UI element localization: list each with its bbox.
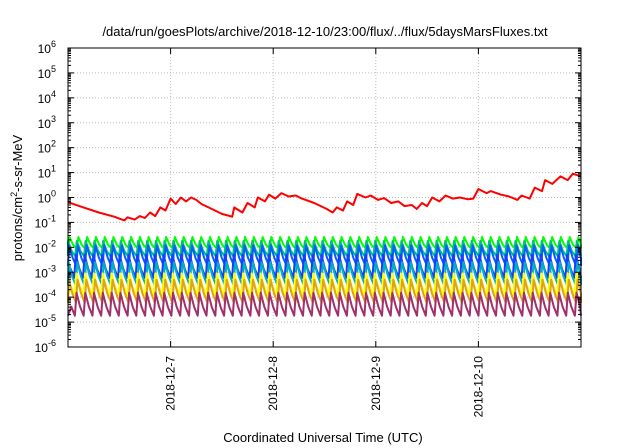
y-tick-label: 10-5: [35, 313, 56, 330]
y-tick-label-base: 10: [38, 192, 52, 206]
x-tick-label: 2018-12-8: [266, 356, 280, 411]
series-line-8: [67, 278, 582, 304]
series-layer: [67, 172, 582, 317]
series-line-1: [67, 172, 582, 222]
y-axis-label: protons/cm2-s-sr-MeV: [9, 134, 25, 261]
x-tick-label: 2018-12-10: [471, 356, 485, 418]
y-tick-label: 101: [38, 164, 56, 181]
chart-title: /data/run/goesPlots/archive/2018-12-10/2…: [102, 24, 548, 39]
y-tick-label-base: 10: [35, 291, 49, 305]
y-tick-label: 103: [38, 114, 56, 131]
y-tick-label-exponent: -3: [48, 263, 56, 273]
x-tick-label: 2018-12-9: [369, 356, 383, 411]
y-tick-label-base: 10: [38, 42, 52, 56]
y-tick-label-exponent: -2: [48, 238, 56, 248]
y-tick-label-exponent: -4: [48, 288, 56, 298]
y-tick-label: 10-3: [35, 263, 56, 280]
y-tick-label-base: 10: [38, 92, 52, 106]
y-tick-label-exponent: 4: [51, 89, 56, 99]
y-tick-label-base: 10: [38, 67, 52, 81]
y-tick-label-base: 10: [35, 316, 49, 330]
y-axis-label-sup: 2: [9, 192, 19, 197]
y-tick-label: 105: [38, 64, 56, 81]
x-tick-label: 2018-12-7: [164, 356, 178, 411]
y-tick-label-exponent: 2: [51, 139, 56, 149]
y-tick-label-exponent: 0: [51, 189, 56, 199]
y-tick-label-exponent: 6: [51, 39, 56, 49]
y-tick-label-base: 10: [38, 167, 52, 181]
y-tick-label-base: 10: [38, 117, 52, 131]
y-tick-label: 10-2: [35, 238, 56, 255]
axis-layer: 10-610-510-410-310-210-11001011021031041…: [35, 39, 581, 417]
series-line-9: [67, 291, 582, 317]
y-tick-label-exponent: -6: [48, 338, 56, 348]
y-axis-label-prefix: protons/cm: [10, 197, 25, 261]
y-tick-label: 104: [38, 89, 56, 106]
y-tick-label: 106: [38, 39, 56, 56]
y-tick-label: 10-6: [35, 338, 56, 355]
y-tick-label-base: 10: [35, 341, 49, 355]
y-tick-label: 10-4: [35, 288, 56, 305]
y-tick-label-base: 10: [38, 142, 52, 156]
y-tick-label-exponent: -5: [48, 313, 56, 323]
y-tick-label: 102: [38, 139, 56, 156]
x-axis-label: Coordinated Universal Time (UTC): [223, 430, 422, 445]
y-tick-label-exponent: 3: [51, 114, 56, 124]
y-tick-label: 10-1: [35, 213, 56, 230]
y-tick-label-base: 10: [35, 241, 49, 255]
y-tick-label-base: 10: [35, 266, 49, 280]
y-tick-label-exponent: -1: [48, 213, 56, 223]
y-tick-label-exponent: 5: [51, 64, 56, 74]
y-tick-label-exponent: 1: [51, 164, 56, 174]
y-tick-label: 100: [38, 189, 56, 206]
y-tick-label-base: 10: [35, 216, 49, 230]
y-axis-label-suffix: -s-sr-MeV: [10, 134, 25, 191]
